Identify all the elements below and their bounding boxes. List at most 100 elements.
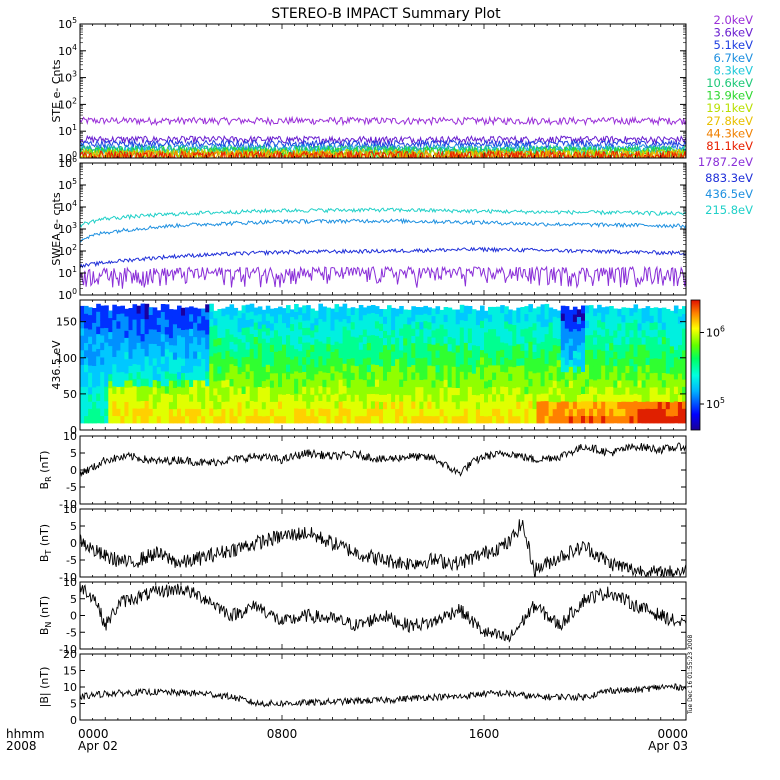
heatmap-cell	[451, 373, 457, 381]
heatmap-cell	[399, 349, 404, 358]
heatmap-cell	[480, 371, 485, 380]
heatmap-cell	[92, 415, 97, 424]
heatmap-cell	[548, 321, 554, 330]
heatmap-cell	[233, 394, 239, 402]
heatmap-cell	[257, 393, 263, 402]
heatmap-cell	[589, 408, 594, 417]
heatmap-cell	[298, 307, 303, 316]
heatmap-cell	[362, 408, 368, 417]
heatmap-cell	[193, 343, 198, 352]
heatmap-cell	[269, 408, 275, 417]
heatmap-cell	[597, 304, 602, 313]
heatmap-cell	[471, 387, 477, 395]
heatmap-cell	[140, 393, 146, 401]
y-tick-label: 5	[70, 520, 77, 533]
heatmap-cell	[568, 394, 574, 403]
heatmap-cell	[475, 408, 481, 417]
heatmap-cell	[508, 366, 513, 374]
heatmap-cell	[225, 306, 230, 315]
heatmap-cell	[589, 371, 594, 380]
heatmap-cell	[148, 307, 154, 315]
heatmap-cell	[459, 378, 465, 387]
heatmap-cell	[528, 333, 533, 342]
heatmap-cell	[383, 330, 388, 339]
series-line-bt	[80, 519, 686, 577]
heatmap-cell	[568, 380, 574, 389]
heatmap-cell	[621, 357, 626, 366]
heatmap-cell	[564, 408, 570, 417]
heatmap-cell	[423, 408, 428, 417]
heatmap-cell	[233, 386, 239, 395]
heatmap-cell	[189, 393, 194, 402]
heatmap-cell	[237, 352, 243, 361]
heatmap-cell	[108, 415, 113, 424]
heatmap-cell	[193, 401, 198, 409]
heatmap-cell	[124, 330, 129, 338]
heatmap-cell	[193, 394, 198, 402]
heatmap-cell	[496, 314, 501, 322]
heatmap-cell	[302, 408, 307, 416]
heatmap-cell	[193, 415, 198, 424]
heatmap-cell	[633, 393, 639, 402]
heatmap-cell	[221, 415, 226, 424]
heatmap-cell	[273, 387, 279, 395]
heatmap-cell	[419, 357, 424, 366]
heatmap-cell	[88, 321, 93, 330]
heatmap-cell	[589, 363, 594, 372]
heatmap-cell	[443, 372, 449, 380]
heatmap-cell	[132, 400, 138, 409]
heatmap-cell	[128, 308, 134, 316]
heatmap-cell	[653, 314, 659, 323]
heatmap-cell	[431, 329, 437, 338]
heatmap-cell	[136, 305, 142, 314]
heatmap-cell	[560, 356, 566, 365]
heatmap-cell	[302, 378, 307, 387]
heatmap-cell	[265, 393, 271, 402]
heatmap-cell	[370, 378, 376, 387]
heatmap-cell	[358, 327, 364, 336]
heatmap-cell	[164, 393, 170, 402]
heatmap-cell	[492, 364, 497, 373]
heatmap-cell	[609, 327, 614, 336]
heatmap-cell	[621, 328, 626, 337]
heatmap-cell	[524, 379, 529, 387]
heatmap-cell	[593, 415, 598, 424]
heatmap-cell	[556, 345, 562, 354]
heatmap-cell	[209, 378, 214, 387]
heatmap-cell	[661, 365, 667, 373]
heatmap-cell	[205, 356, 210, 365]
heatmap-cell	[237, 324, 243, 333]
heatmap-cell	[152, 372, 158, 381]
heatmap-cell	[665, 380, 671, 388]
heatmap-cell	[261, 408, 267, 417]
heatmap-cell	[370, 305, 376, 313]
heatmap-cell	[205, 348, 210, 357]
heatmap-cell	[181, 358, 186, 366]
heatmap-cell	[682, 379, 686, 387]
heatmap-cell	[471, 415, 477, 424]
heatmap-cell	[112, 356, 117, 365]
heatmap-cell	[338, 379, 344, 388]
heatmap-cell	[318, 340, 323, 349]
heatmap-cell	[104, 408, 109, 416]
heatmap-cell	[225, 364, 230, 373]
y-tick-label: -10	[59, 498, 77, 511]
heatmap-cell	[152, 415, 158, 424]
heatmap-cell	[629, 308, 634, 316]
heatmap-cell	[241, 393, 247, 402]
heatmap-cell	[504, 306, 509, 315]
heatmap-cell	[403, 359, 408, 367]
heatmap-cell	[338, 415, 344, 424]
heatmap-cell	[282, 308, 287, 316]
heatmap-cell	[298, 343, 303, 352]
heatmap-cell	[548, 415, 554, 424]
heatmap-cell	[330, 315, 336, 324]
heatmap-cell	[548, 408, 554, 417]
heatmap-cell	[625, 386, 630, 395]
heatmap-cell	[564, 357, 570, 366]
heatmap-cell	[492, 372, 497, 380]
heatmap-cell	[504, 364, 509, 373]
heatmap-cell	[540, 348, 546, 357]
heatmap-cell	[197, 380, 202, 388]
heatmap-cell	[637, 365, 643, 374]
